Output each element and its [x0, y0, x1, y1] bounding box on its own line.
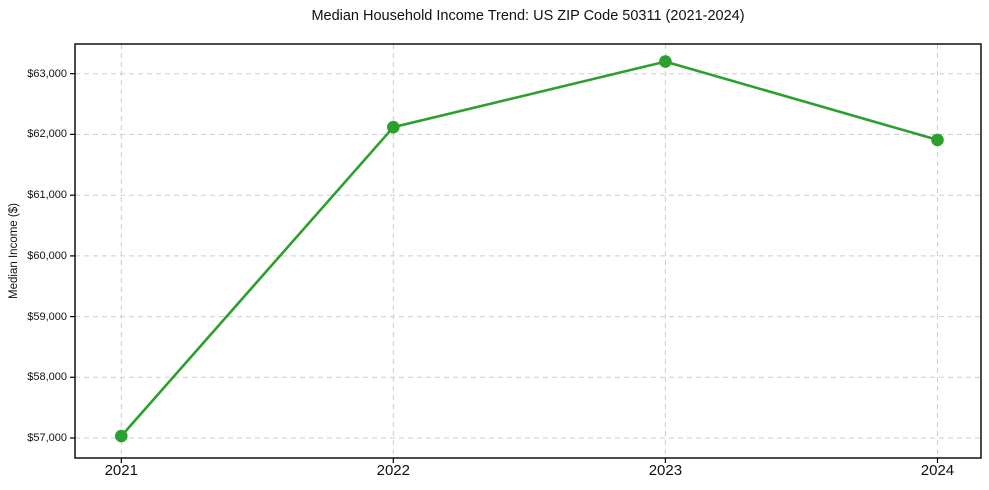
data-point-marker: [931, 133, 944, 147]
y-tick-label: $60,000: [27, 249, 67, 262]
x-tick-label: 2024: [920, 462, 955, 479]
trend-line: [120, 60, 938, 437]
y-tick-label: $62,000: [27, 128, 67, 141]
y-tick-label: $57,000: [27, 431, 67, 444]
x-tick-label: 2022: [376, 462, 410, 479]
plot-frame: [74, 43, 982, 459]
y-tick-label: $61,000: [27, 189, 67, 202]
y-tick-label: $59,000: [27, 310, 67, 323]
chart-title: Median Household Income Trend: US ZIP Co…: [311, 8, 745, 24]
x-tick-label: 2021: [104, 462, 138, 479]
x-tick-label: 2023: [648, 462, 683, 479]
y-tick-label: $63,000: [27, 67, 67, 80]
data-point-marker: [387, 120, 400, 134]
data-point-marker: [659, 55, 672, 68]
data-point-marker: [115, 429, 128, 443]
y-tick-label: $58,000: [27, 371, 67, 384]
